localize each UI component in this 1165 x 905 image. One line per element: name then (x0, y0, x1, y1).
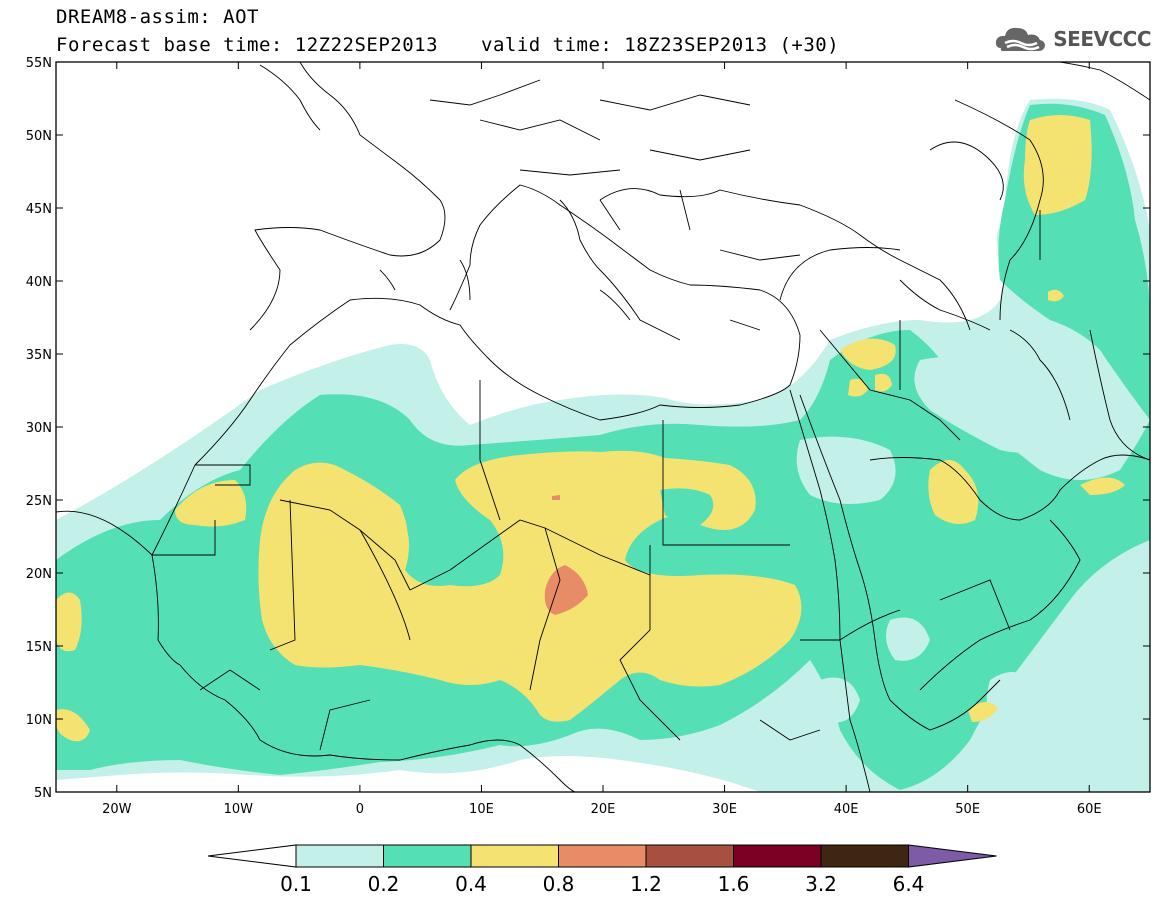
lat-tick-label: 30N (26, 421, 52, 436)
coastlines (56, 62, 1150, 792)
base-time: Forecast base time: 12Z22SEP2013 (56, 34, 439, 56)
map-title: DREAM8-assim: AOT (56, 6, 259, 28)
aot-field (56, 98, 1150, 792)
colorbar-label: 6.4 (893, 872, 925, 896)
colorbar-label: 1.6 (718, 872, 750, 896)
lon-tick-label: 20W (102, 802, 132, 817)
colorbar-segment (383, 844, 472, 868)
aot-level-0.2-holes (405, 488, 714, 572)
lat-tick-label: 50N (26, 129, 52, 144)
colorbar-under-triangle (207, 844, 297, 868)
colorbar-segment (645, 844, 734, 868)
lon-tick-label: 40E (834, 802, 859, 817)
lat-tick-label: 10N (26, 713, 52, 728)
colorbar-label: 0.1 (280, 872, 312, 896)
axis-ticks: 55N 50N 45N 40N 35N 30N 25N 20N 15N 10N 5N 20W 10W 0 1… (26, 56, 1150, 817)
cloud-icon (996, 27, 1046, 51)
lat-tick-label: 45N (26, 202, 52, 217)
colorbar: 0.1 0.2 0.4 0.8 1.2 1.6 3.2 6.4 (207, 844, 997, 896)
lon-tick-label: 60E (1077, 802, 1102, 817)
lat-tick-label: 40N (26, 275, 52, 290)
lon-tick-label: 50E (955, 802, 980, 817)
lat-tick-label: 5N (34, 786, 52, 801)
valid-time: valid time: 18Z23SEP2013 (+30) (481, 34, 840, 56)
aot-level-0.4 (56, 115, 1125, 742)
colorbar-label: 0.8 (543, 872, 575, 896)
colorbar-segment (295, 844, 384, 868)
lat-tick-label: 55N (26, 56, 52, 71)
colorbar-label: 3.2 (805, 872, 837, 896)
colorbar-segment (470, 844, 559, 868)
colorbar-label: 0.4 (455, 872, 487, 896)
lat-tick-label: 15N (26, 640, 52, 655)
lat-tick-label: 35N (26, 348, 52, 363)
lon-tick-label: 20E (591, 802, 616, 817)
colorbar-label: 0.2 (368, 872, 400, 896)
lon-tick-label: 30E (712, 802, 737, 817)
lat-tick-label: 20N (26, 567, 52, 582)
colorbar-segment (820, 844, 909, 868)
logo-text: SEEVCCC (1053, 27, 1151, 51)
forecast-time-line: Forecast base time: 12Z22SEP2013 valid ti… (56, 34, 839, 56)
colorbar-label: 1.2 (630, 872, 662, 896)
lon-tick-label: 10W (224, 802, 254, 817)
lon-tick-label: 10E (469, 802, 494, 817)
colorbar-segment (733, 844, 822, 868)
aot-level-0.8 (544, 495, 588, 615)
seevccc-logo: SEEVCCC (995, 24, 1151, 54)
lon-tick-label: 0 (356, 802, 364, 817)
colorbar-segment (558, 844, 647, 868)
lat-tick-label: 25N (26, 494, 52, 509)
colorbar-over-triangle (908, 844, 997, 868)
